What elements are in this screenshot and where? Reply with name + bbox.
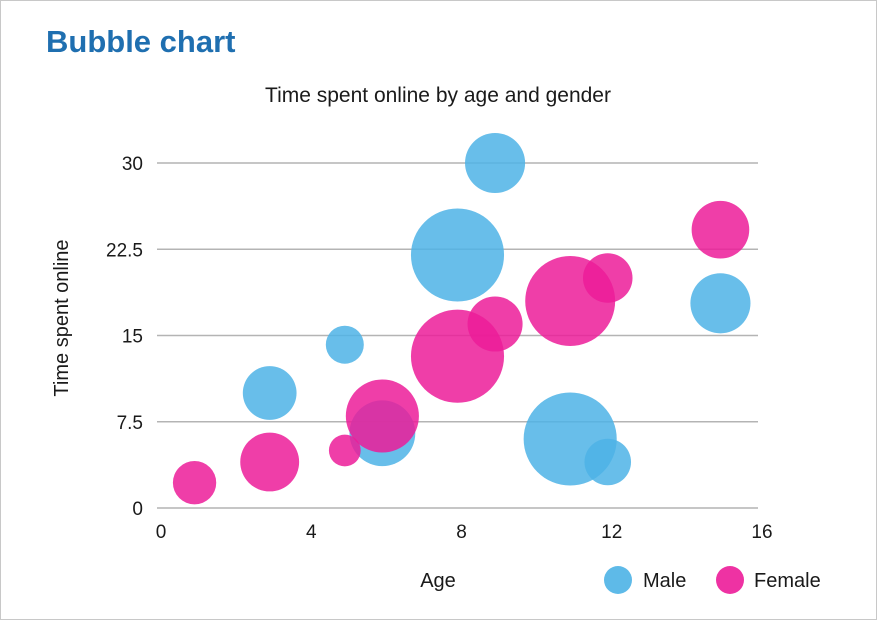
y-axis-label: Time spent online bbox=[51, 239, 73, 396]
x-tick-label: 12 bbox=[601, 522, 622, 543]
bubble-male bbox=[690, 273, 751, 334]
page-title: Bubble chart bbox=[46, 24, 236, 59]
legend-label-male: Male bbox=[643, 570, 686, 592]
legend: Male Female bbox=[604, 566, 821, 594]
bubble-female bbox=[467, 296, 523, 352]
x-tick-labels: 0 4 8 12 16 bbox=[156, 522, 773, 543]
legend-swatch-female bbox=[716, 566, 744, 594]
legend-swatch-male bbox=[604, 566, 632, 594]
bubbles bbox=[172, 132, 751, 505]
bubble-male bbox=[410, 208, 505, 302]
x-tick-label: 16 bbox=[751, 522, 772, 543]
y-tick-label: 15 bbox=[122, 327, 143, 348]
bubble-female bbox=[240, 432, 300, 492]
chart-title: Time spent online by age and gender bbox=[265, 84, 611, 107]
y-tick-label: 0 bbox=[132, 499, 143, 520]
y-tick-label: 7.5 bbox=[117, 413, 143, 434]
y-tick-label: 22.5 bbox=[106, 240, 143, 261]
bubble-female bbox=[691, 200, 750, 259]
bubble-female bbox=[582, 253, 633, 303]
y-tick-label: 30 bbox=[122, 154, 143, 175]
bubble-female bbox=[328, 434, 361, 467]
x-axis-label: Age bbox=[420, 570, 456, 592]
bubble-male bbox=[242, 366, 297, 420]
legend-label-female: Female bbox=[754, 570, 821, 592]
x-tick-label: 8 bbox=[456, 522, 467, 543]
bubble-female bbox=[345, 379, 419, 453]
bubble-male bbox=[584, 438, 632, 486]
y-tick-labels: 0 7.5 15 22.5 30 bbox=[106, 154, 143, 520]
bubble-female bbox=[172, 461, 217, 505]
bubble-male bbox=[325, 325, 364, 364]
x-tick-label: 4 bbox=[306, 522, 317, 543]
bubble-male bbox=[465, 132, 526, 194]
x-tick-label: 0 bbox=[156, 522, 167, 543]
